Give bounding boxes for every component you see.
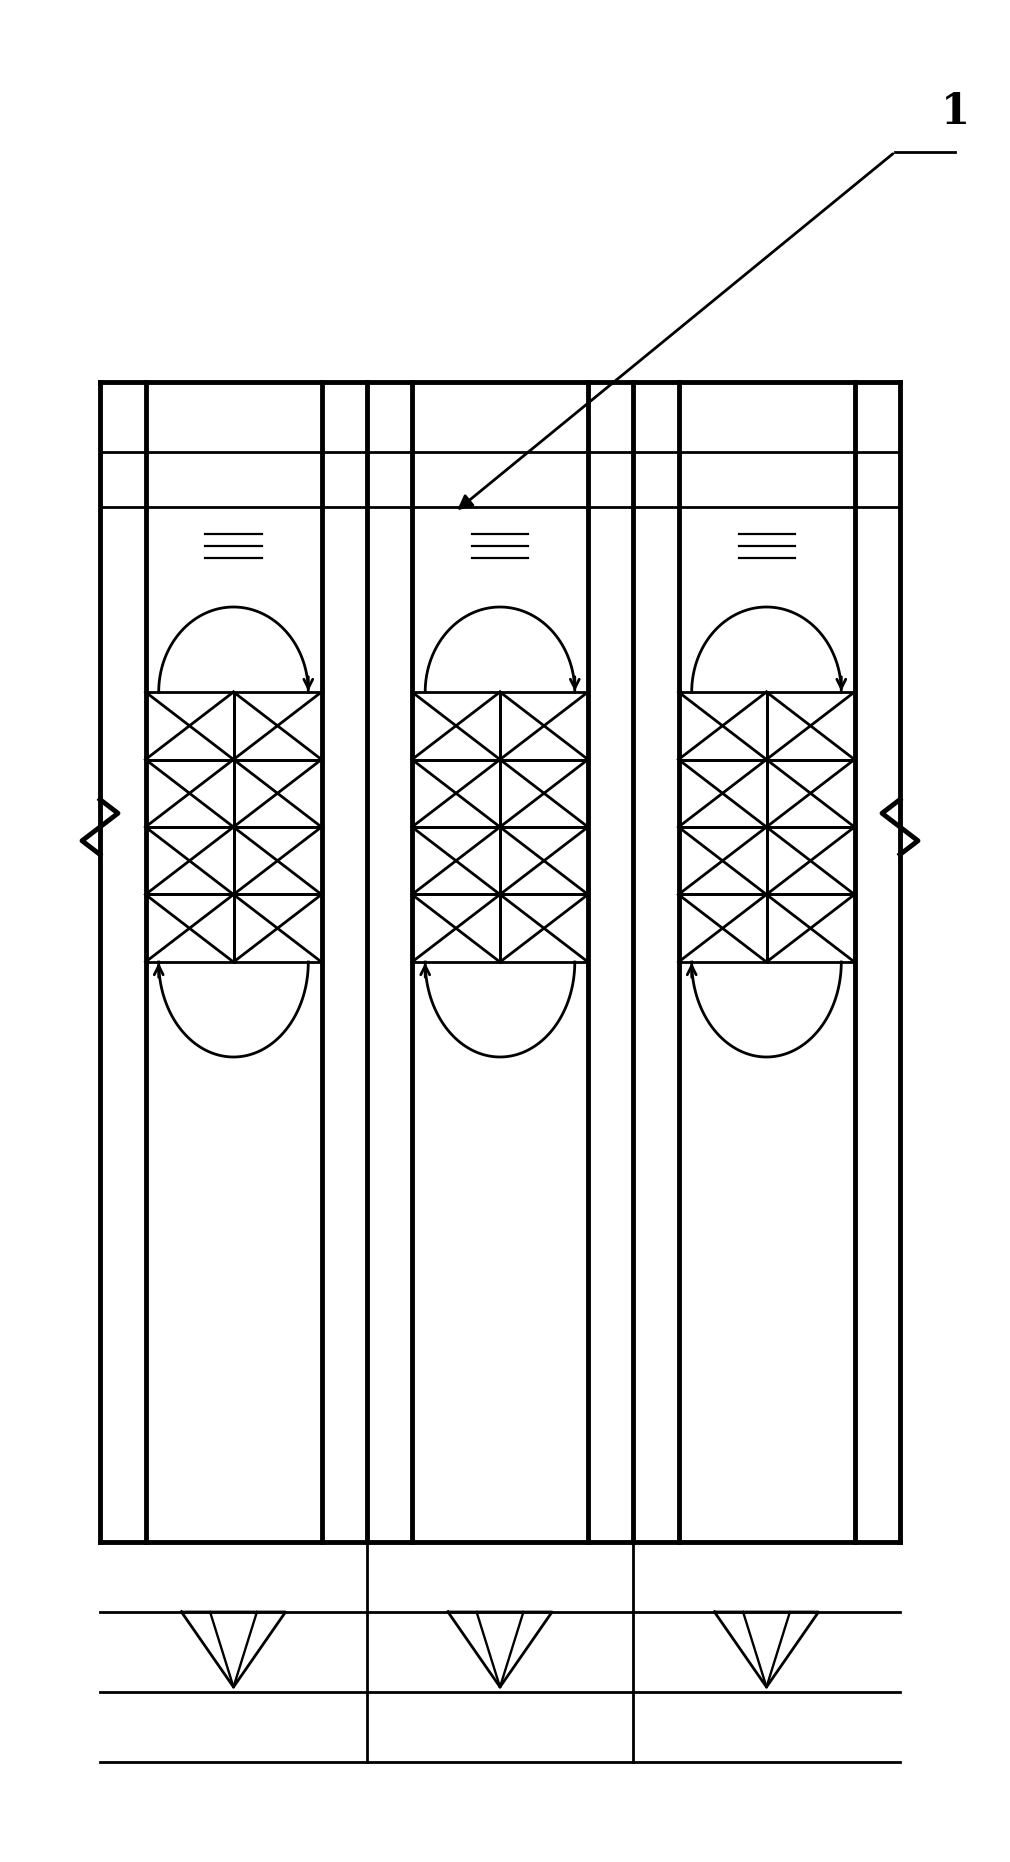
Text: 1: 1 <box>940 91 970 132</box>
